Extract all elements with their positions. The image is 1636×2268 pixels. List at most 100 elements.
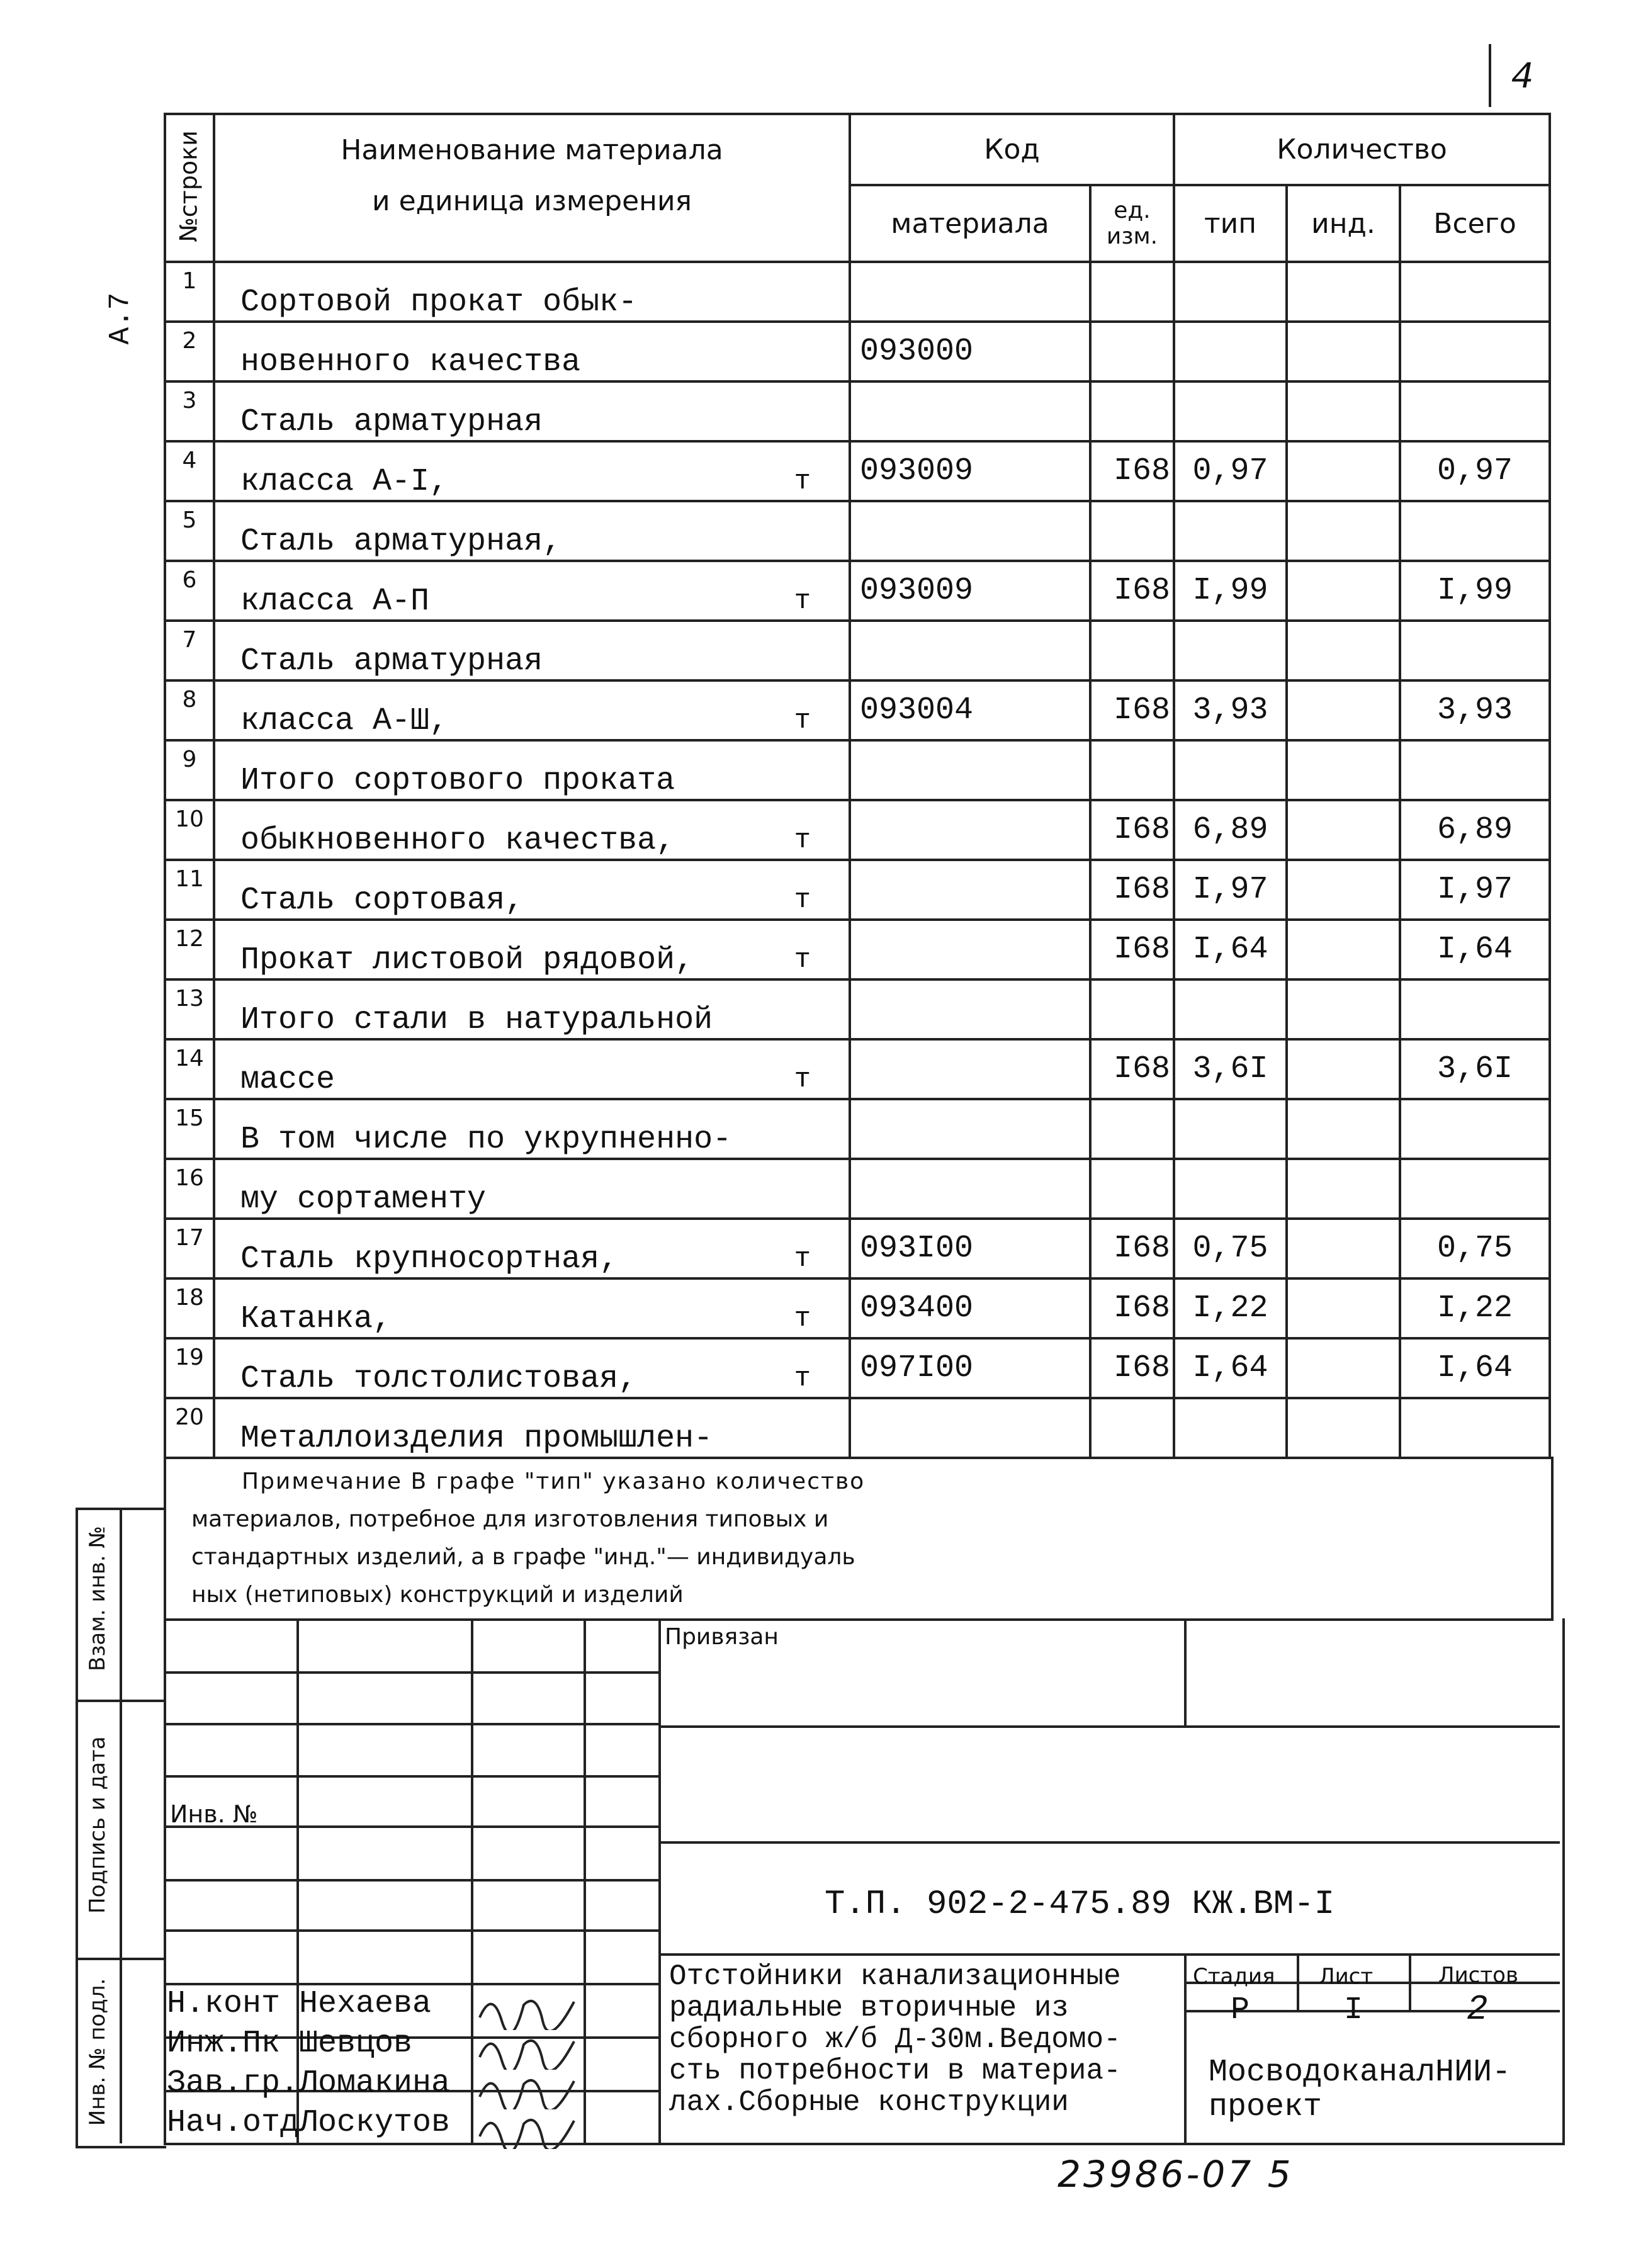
row-number: 10	[164, 799, 215, 861]
grid-line	[164, 2090, 658, 2092]
qty-type	[1173, 261, 1288, 323]
table-row: 12 Прокат листовой рядовой, т I68 I,64 I,64	[164, 918, 1552, 981]
material-name-text: Сталь арматурная,	[240, 524, 562, 560]
unit-code: I68	[1089, 1277, 1175, 1340]
material-name: класса А-Ш, т	[213, 679, 851, 742]
grid-line	[658, 1953, 1560, 1956]
material-code	[849, 380, 1092, 443]
qty-ind	[1285, 859, 1401, 921]
stage-label: Стадия	[1193, 1964, 1275, 1989]
table-row: 17 Сталь крупносортная, т 093I00 I68 0,75 0,75	[164, 1217, 1552, 1280]
qty-ind	[1285, 320, 1401, 383]
material-name-text: класса А-I,	[240, 464, 449, 500]
qty-total	[1398, 320, 1552, 383]
signature	[478, 2040, 575, 2070]
material-name: Итого стали в натуральной	[213, 978, 851, 1041]
grid-line	[164, 1983, 658, 1985]
material-code	[849, 500, 1092, 562]
grid-line	[296, 1618, 299, 2143]
unit-code	[1089, 320, 1175, 383]
row-number: 15	[164, 1098, 215, 1160]
qty-type	[1173, 739, 1288, 801]
qty-total: 3,6I	[1398, 1038, 1552, 1100]
unit: т	[794, 1363, 811, 1394]
qty-total	[1398, 1158, 1552, 1220]
table-row: 9 Итого сортового проката	[164, 739, 1552, 801]
qty-total	[1398, 500, 1552, 562]
qty-ind	[1285, 1277, 1401, 1340]
grid-line	[164, 2143, 658, 2145]
row-number: 2	[164, 320, 215, 383]
qty-type	[1173, 1098, 1288, 1160]
qty-type: 6,89	[1173, 799, 1288, 861]
unit-code	[1089, 1158, 1175, 1220]
material-name-text: Сталь толстолистовая,	[240, 1361, 638, 1397]
inv-no-label: Инв. №	[170, 1800, 258, 1828]
row-number: 1	[164, 261, 215, 323]
material-code	[849, 1397, 1092, 1459]
material-name-text: класса А-Ш,	[240, 703, 449, 739]
row-number: 3	[164, 380, 215, 443]
header-code-material: материала	[849, 184, 1092, 263]
material-code	[849, 739, 1092, 801]
material-name: му сортаменту	[213, 1158, 851, 1220]
material-name-text: му сортаменту	[240, 1182, 487, 1217]
qty-ind	[1285, 380, 1401, 443]
side-label: А.7	[104, 292, 137, 345]
material-name-text: Катанка,	[240, 1301, 392, 1337]
row-number: 5	[164, 500, 215, 562]
unit-code	[1089, 380, 1175, 443]
header-qty-type: тип	[1173, 184, 1288, 263]
material-name-text: Металлоизделия промышлен-	[240, 1421, 713, 1457]
qty-total: 3,93	[1398, 679, 1552, 742]
signature	[478, 2000, 575, 2030]
qty-type	[1173, 619, 1288, 682]
qty-type	[1173, 978, 1288, 1041]
qty-total	[1398, 739, 1552, 801]
material-name-text: класса А-П	[240, 584, 430, 619]
unit: т	[794, 825, 811, 856]
unit-code	[1089, 739, 1175, 801]
note-line: ных (нетиповых) конструкций и изделий	[191, 1582, 684, 1608]
qty-type: 0,75	[1173, 1217, 1288, 1280]
material-code: 093009	[849, 560, 1092, 622]
qty-type	[1173, 320, 1288, 383]
material-code	[849, 1098, 1092, 1160]
unit-code: I68	[1089, 1038, 1175, 1100]
header-name: Наименование материала и единица измерени…	[213, 113, 851, 263]
material-name: Прокат листовой рядовой, т	[213, 918, 851, 981]
qty-ind	[1285, 1217, 1401, 1280]
material-name: Сталь арматурная	[213, 380, 851, 443]
unit-code: I68	[1089, 1337, 1175, 1399]
grid-line	[1184, 1953, 1187, 2143]
material-code	[849, 978, 1092, 1041]
unit-code: I68	[1089, 918, 1175, 981]
material-name: новенного качества	[213, 320, 851, 383]
material-name: обыкновенного качества, т	[213, 799, 851, 861]
signature	[478, 2079, 575, 2109]
qty-ind	[1285, 978, 1401, 1041]
row-number: 16	[164, 1158, 215, 1220]
note-line: Примечание В графе "тип" указано количес…	[242, 1469, 866, 1494]
grid-line	[164, 2036, 658, 2039]
material-name: класса А-П т	[213, 560, 851, 622]
margin-label-replace-inv: Взам. инв. №	[85, 1526, 110, 1671]
page-number: 4	[1511, 57, 1534, 99]
note-block: Примечание В графе "тип" указано количес…	[164, 1457, 1554, 1621]
unit-code: I68	[1089, 799, 1175, 861]
row-number: 8	[164, 679, 215, 742]
unit-code: I68	[1089, 560, 1175, 622]
material-code	[849, 1158, 1092, 1220]
qty-ind	[1285, 1038, 1401, 1100]
footer-number: 23986-07 5	[1058, 2153, 1294, 2196]
unit: т	[794, 585, 811, 617]
unit-code	[1089, 1397, 1175, 1459]
table-row: 18 Катанка, т 093400 I68 I,22 I,22	[164, 1277, 1552, 1340]
header-qty-ind: инд.	[1285, 184, 1401, 263]
material-code: 093400	[849, 1277, 1092, 1340]
person-role: Инж.Пк	[167, 2026, 281, 2062]
row-number: 11	[164, 859, 215, 921]
unit-code	[1089, 500, 1175, 562]
qty-type: 3,6I	[1173, 1038, 1288, 1100]
person-role: Зав.гр.	[167, 2065, 300, 2101]
